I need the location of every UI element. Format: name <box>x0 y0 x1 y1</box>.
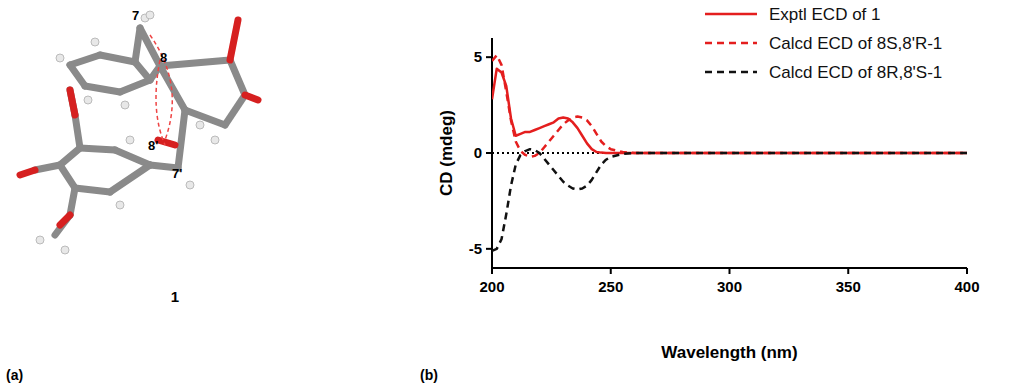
hydrogen <box>186 181 194 189</box>
legend-label: Calcd ECD of 8R,8'S-1 <box>769 63 942 82</box>
bond <box>60 148 80 165</box>
x-tick <box>491 268 493 274</box>
atom-label: 8 <box>160 50 167 65</box>
oxygen-bond <box>60 215 70 225</box>
hydrogen <box>61 246 69 254</box>
hydrogen <box>36 236 44 244</box>
molecule: 7 8 8' 7' 1 (a) <box>6 8 258 383</box>
legend-swatch <box>705 42 757 45</box>
bond <box>225 95 245 125</box>
panel-label: (a) <box>6 367 23 383</box>
plot-area <box>492 55 967 251</box>
oxygen-bond <box>158 140 175 145</box>
hydrogen <box>196 121 204 129</box>
y-tick <box>486 152 492 154</box>
atom-label: 7 <box>132 8 139 23</box>
noe-arrow <box>156 60 165 145</box>
bond <box>85 86 120 92</box>
bond <box>100 55 135 62</box>
hydrogen <box>84 96 92 104</box>
panel-label: (b) <box>420 367 438 383</box>
x-tick <box>729 268 731 274</box>
legend-label: Exptl ECD of 1 <box>769 5 881 24</box>
hydrogen <box>146 11 154 19</box>
x-tick <box>610 268 612 274</box>
y-axis-title: CD (mdeg) <box>437 110 456 196</box>
atom-label: 8' <box>148 138 158 153</box>
legend-swatch <box>705 13 757 16</box>
bond <box>35 165 60 170</box>
hydrogen <box>56 54 64 62</box>
series-line <box>492 149 967 251</box>
x-tick <box>847 268 849 274</box>
series-line <box>492 55 967 157</box>
oxygen-bond <box>230 20 238 60</box>
bond <box>60 165 75 188</box>
hydrogen <box>121 101 129 109</box>
y-tick-label: 0 <box>474 144 482 161</box>
bond <box>70 188 75 215</box>
bond <box>185 110 225 125</box>
bond <box>75 115 80 148</box>
bond <box>55 215 70 235</box>
bond <box>115 150 150 165</box>
bond <box>70 65 85 86</box>
x-tick-label: 350 <box>836 278 861 295</box>
x-tick-label: 300 <box>717 278 742 295</box>
x-tick-label: 250 <box>598 278 623 295</box>
bond <box>120 80 150 92</box>
x-tick-label: 400 <box>954 278 979 295</box>
bond <box>160 60 230 66</box>
y-tick <box>486 56 492 58</box>
noe-arrow <box>150 35 172 140</box>
bond <box>178 110 185 168</box>
x-tick <box>966 268 968 274</box>
legend: Exptl ECD of 1 Calcd ECD of 8S,8'R-1 Calcd… <box>705 5 942 82</box>
bond <box>70 90 75 115</box>
y-tick-label: 5 <box>474 48 482 65</box>
y-tick-label: -5 <box>469 240 482 257</box>
oxygen-bond <box>20 170 35 175</box>
bond <box>110 165 150 192</box>
hydrogen <box>116 201 124 209</box>
legend-label: Calcd ECD of 8S,8'R-1 <box>769 34 942 53</box>
legend-swatch <box>705 71 757 74</box>
compound-label: 1 <box>171 288 179 305</box>
bond <box>75 188 110 192</box>
x-axis-title: Wavelength (nm) <box>661 343 797 362</box>
hydrogen <box>91 38 99 46</box>
y-tick <box>486 248 492 250</box>
hydrogen <box>211 136 219 144</box>
hydrogen <box>126 136 134 144</box>
oxygen-bond <box>245 95 258 100</box>
atom-label: 7' <box>172 166 182 181</box>
bond <box>80 148 115 150</box>
bond <box>230 60 245 95</box>
oxygen-bond <box>70 90 75 115</box>
bond <box>140 28 160 66</box>
bond <box>70 55 100 65</box>
x-tick-label: 200 <box>479 278 504 295</box>
